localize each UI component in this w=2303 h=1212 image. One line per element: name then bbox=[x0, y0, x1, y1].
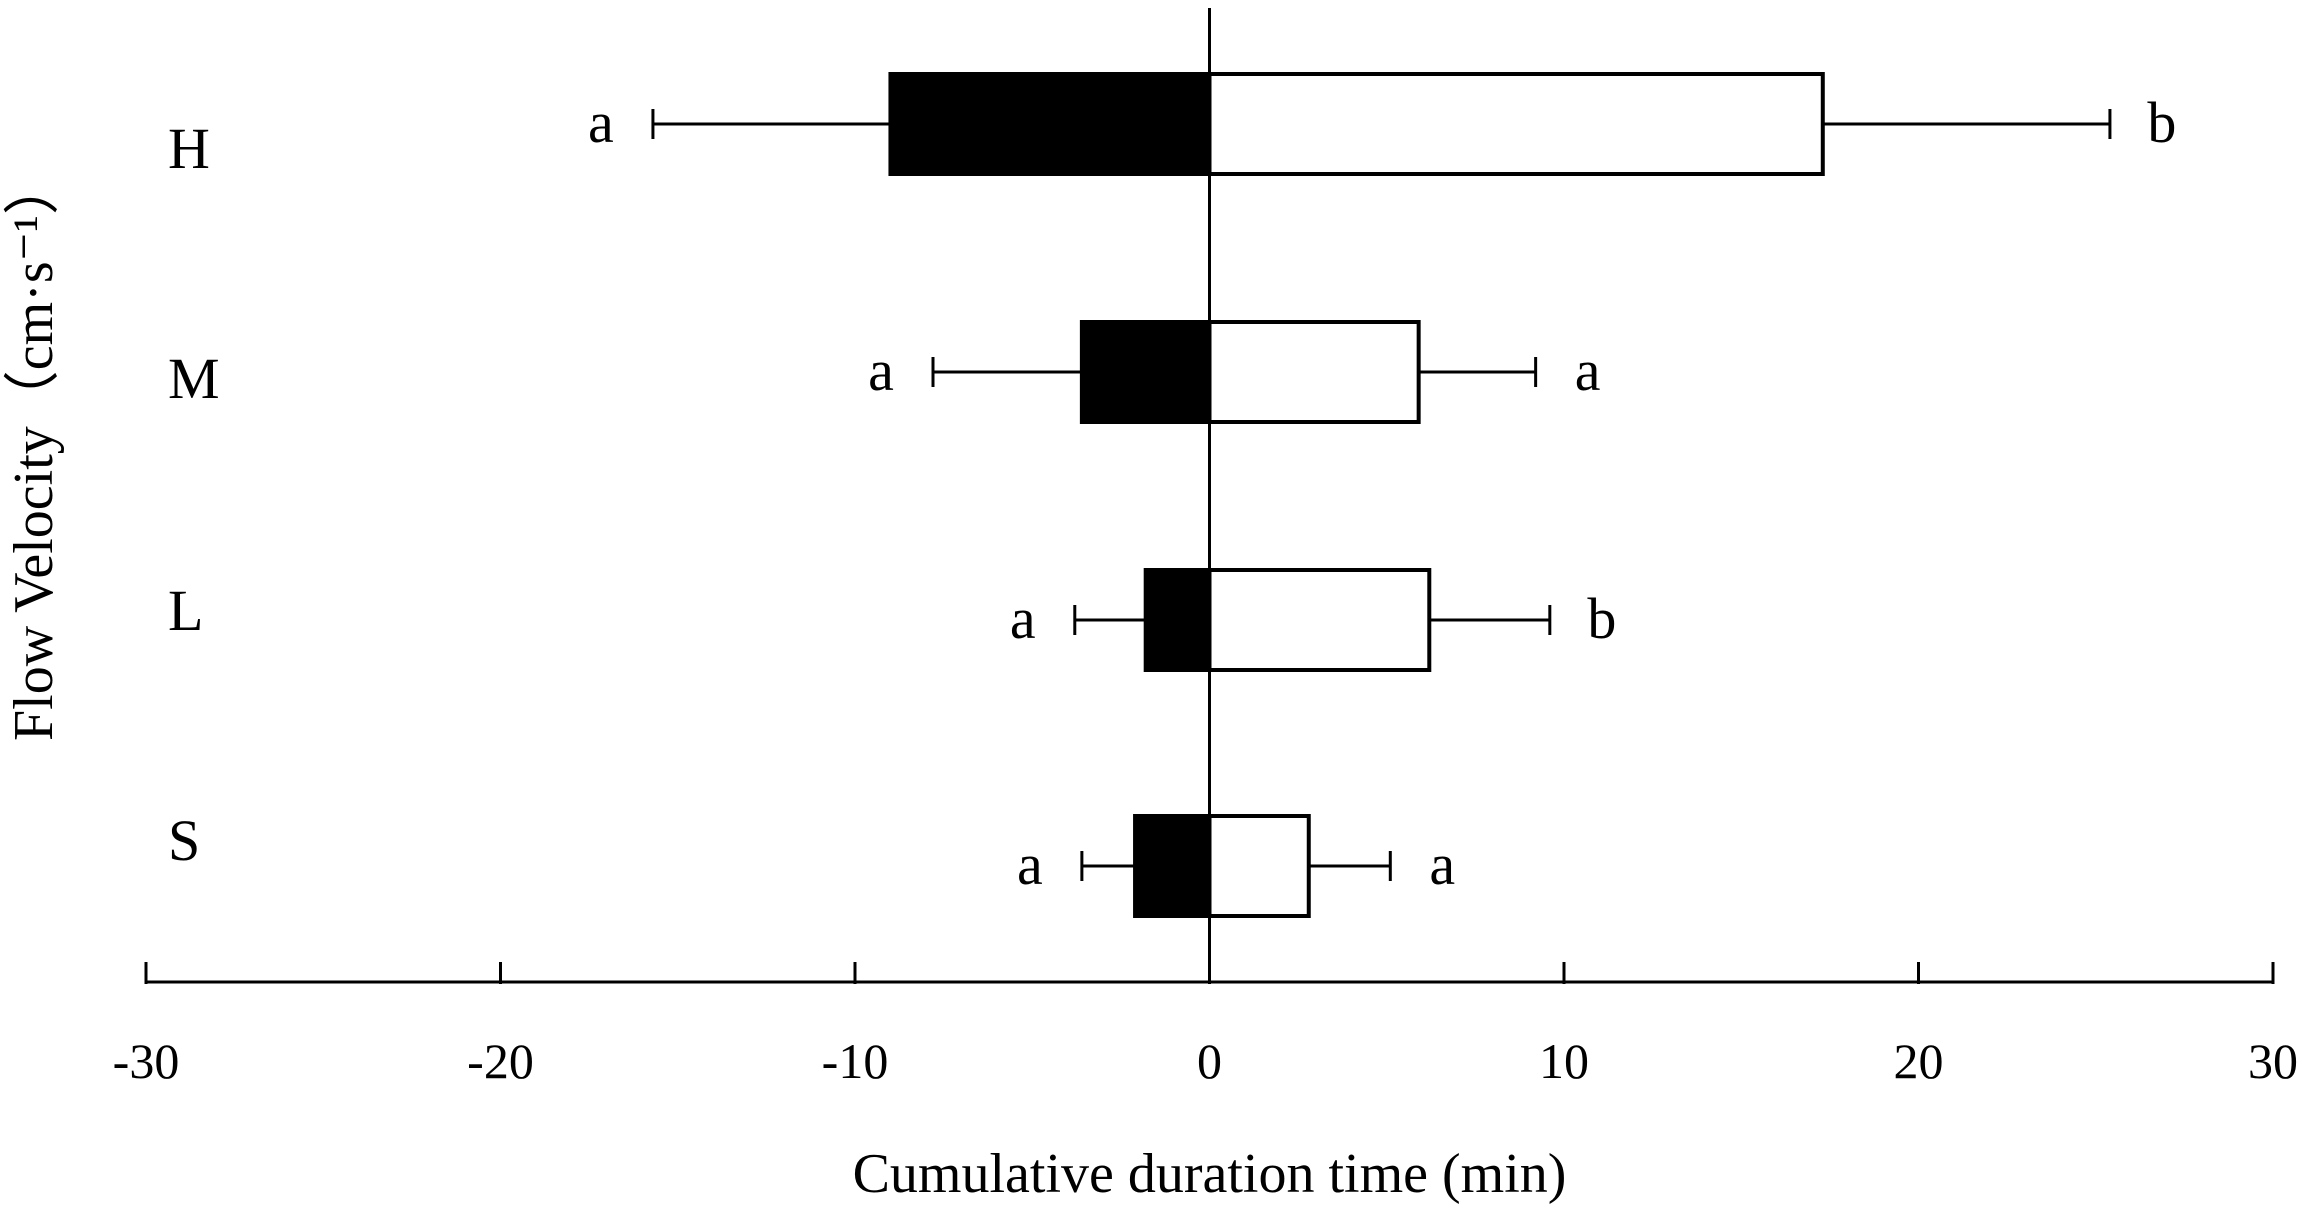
x-tick-label-30: 30 bbox=[2248, 1033, 2298, 1089]
bar-S-positive bbox=[1207, 814, 1311, 918]
category-labels-layer: H M L S bbox=[168, 116, 220, 873]
category-label-M: M bbox=[168, 346, 220, 411]
bar-M-positive bbox=[1207, 320, 1421, 424]
x-tick-label--20: -20 bbox=[467, 1033, 534, 1089]
significance-letter-H-negative: a bbox=[588, 90, 614, 155]
x-tick-label-10: 10 bbox=[1539, 1033, 1589, 1089]
significance-letter-S-negative: a bbox=[1017, 832, 1043, 897]
x-tick-label--30: -30 bbox=[113, 1033, 180, 1089]
bar-L-positive bbox=[1207, 568, 1432, 672]
significance-letters-layer: a a a a b a b a bbox=[588, 90, 2176, 897]
bar-M-negative bbox=[1079, 320, 1212, 424]
significance-letter-L-positive: b bbox=[1587, 586, 1616, 651]
bar-L-negative bbox=[1143, 568, 1212, 672]
bar-S-negative bbox=[1133, 814, 1212, 918]
x-axis-title: Cumulative duration time (min) bbox=[853, 1143, 1567, 1205]
x-ticks-layer: -30 -20 -10 0 10 20 30 bbox=[113, 962, 2298, 1089]
bar-H-positive bbox=[1207, 72, 1825, 176]
x-tick-label-20: 20 bbox=[1894, 1033, 1944, 1089]
category-label-S: S bbox=[168, 808, 200, 873]
bars-layer bbox=[888, 72, 1825, 918]
significance-letter-M-negative: a bbox=[868, 338, 894, 403]
category-label-L: L bbox=[168, 578, 203, 643]
significance-letter-S-positive: a bbox=[1429, 832, 1455, 897]
bar-H-negative bbox=[888, 72, 1212, 176]
significance-letter-M-positive: a bbox=[1575, 338, 1601, 403]
x-tick-label--10: -10 bbox=[822, 1033, 889, 1089]
error-bars-layer bbox=[651, 109, 2112, 881]
y-axis-title: Flow Velocity（cm·s⁻¹） bbox=[3, 159, 65, 741]
significance-letter-L-negative: a bbox=[1010, 586, 1036, 651]
significance-letter-H-positive: b bbox=[2147, 90, 2176, 155]
category-label-H: H bbox=[168, 116, 210, 181]
x-tick-label-0: 0 bbox=[1197, 1033, 1222, 1089]
